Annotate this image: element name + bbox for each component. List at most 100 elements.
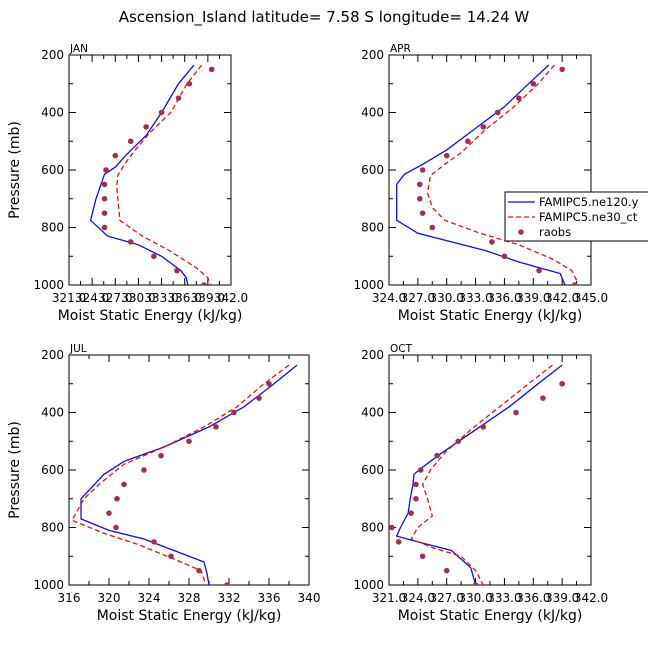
raobs-point — [113, 524, 119, 531]
raobs-point — [443, 152, 450, 159]
raobs-point — [186, 438, 192, 445]
x-axis-title: Moist Static Energy (kJ/kg) — [58, 308, 243, 324]
x-tick-label: 342.0 — [214, 291, 248, 305]
panel-jan: 200 400 600 800 1000321.0324.0327.0330.0333.… — [7, 43, 248, 324]
raobs-point — [516, 95, 522, 101]
plot-frame — [388, 54, 592, 286]
x-tick-label: 327.0 — [98, 291, 132, 305]
x-axis-title: Moist Static Energy (kJ/kg) — [97, 608, 282, 624]
raobs-point — [158, 452, 164, 459]
raobs-point — [389, 524, 395, 531]
raobs-point — [416, 181, 423, 188]
raobs-point — [266, 380, 272, 387]
raobs-point — [174, 267, 180, 274]
x-tick-label: 339.0 — [545, 591, 579, 605]
x-tick-label: 333.0 — [487, 591, 521, 605]
series-group — [71, 364, 298, 585]
raobs-point — [127, 138, 134, 145]
panels: 2004006008001000321.0324.0327.0330.0333.… — [7, 43, 608, 624]
x-tick-label: 321.0 — [52, 291, 86, 305]
raobs-point — [571, 282, 578, 285]
y-tick-label: 600 — [41, 463, 64, 477]
panel-apr: 200 400 600 800 1000324.0327.0330.0333.0336.… — [353, 43, 608, 324]
legend-marker-raobs — [518, 229, 524, 235]
raobs-point — [413, 495, 419, 502]
x-tick-label: 339.0 — [516, 291, 550, 305]
raobs-point — [559, 380, 565, 387]
y-tick-label: 600 — [361, 163, 384, 177]
plot-frame — [68, 354, 310, 586]
y-tick-label: 200 — [361, 348, 384, 362]
raobs-point — [472, 582, 479, 585]
panel-label: OCT — [390, 343, 413, 355]
x-tick-label: 324.0 — [372, 291, 406, 305]
raobs-point — [417, 467, 424, 473]
y-tick-label: 800 — [361, 521, 384, 535]
raobs-point — [231, 409, 237, 416]
ne30-line — [116, 64, 211, 285]
raobs-point — [395, 539, 402, 545]
x-tick-label: 330.0 — [458, 591, 492, 605]
raobs-point — [112, 152, 119, 159]
x-axis-title: Moist Static Energy (kJ/kg) — [398, 308, 583, 324]
raobs-point — [540, 395, 546, 401]
x-tick-label: 321.0 — [372, 591, 406, 605]
x-tick-label: 324.0 — [75, 291, 109, 305]
legend-label: raobs — [539, 225, 571, 239]
y-tick-label: 400 — [361, 406, 384, 420]
x-tick-label: 339.0 — [191, 291, 225, 305]
raobs-point — [186, 80, 193, 87]
raobs-point — [213, 424, 219, 430]
raobs-point — [127, 239, 134, 245]
x-tick-label: 336.0 — [516, 591, 550, 605]
x-tick-label: 316 — [58, 591, 81, 605]
raobs-point — [429, 224, 436, 231]
raobs-point — [419, 553, 426, 560]
raobs-point — [530, 80, 537, 87]
raobs-point — [465, 138, 471, 145]
raobs-point — [143, 124, 149, 130]
x-tick-label: 324 — [138, 591, 161, 605]
raobs-point — [141, 467, 147, 473]
raobs-point — [494, 109, 501, 116]
x-tick-label: 333.0 — [458, 291, 492, 305]
y-tick-label: 1000 — [33, 278, 64, 292]
raobs-point — [114, 495, 120, 502]
raobs-point — [201, 282, 207, 285]
y-tick-label: 1000 — [33, 578, 64, 592]
raobs-point — [168, 553, 174, 560]
y-tick-label: 800 — [41, 221, 64, 235]
raobs-point — [106, 510, 112, 516]
raobs-point — [121, 481, 127, 488]
x-tick-label: 324.0 — [401, 591, 435, 605]
series-group — [89, 64, 215, 285]
x-tick-label: 320 — [98, 591, 121, 605]
ne120-line — [89, 64, 195, 285]
raobs-point — [101, 224, 108, 231]
ne30-line — [71, 364, 290, 583]
raobs-point — [480, 424, 487, 430]
raobs-point — [224, 582, 230, 585]
x-tick-label: 336.0 — [168, 291, 202, 305]
panel-label: JUL — [69, 343, 87, 355]
y-tick-label: 200 — [41, 48, 64, 62]
y-tick-label: 400 — [41, 106, 64, 120]
raobs-point — [408, 510, 414, 516]
raobs-point — [489, 239, 495, 245]
raobs-point — [434, 452, 440, 459]
figure-title: Ascension_Island latitude= 7.58 S longit… — [119, 8, 530, 27]
x-axis-title: Moist Static Energy (kJ/kg) — [398, 608, 583, 624]
x-tick-label: 340 — [298, 591, 321, 605]
raobs-point — [158, 109, 165, 116]
series-group — [396, 64, 579, 285]
raobs-point — [419, 210, 426, 216]
y-axis-title: Pressure (mb) — [7, 421, 23, 519]
ne30-line — [410, 364, 553, 585]
x-tick-label: 327.0 — [401, 291, 435, 305]
x-tick-label: 342.0 — [545, 291, 579, 305]
x-tick-label: 330.0 — [430, 291, 464, 305]
x-tick-label: 336.0 — [487, 291, 521, 305]
y-tick-label: 200 — [361, 48, 384, 62]
